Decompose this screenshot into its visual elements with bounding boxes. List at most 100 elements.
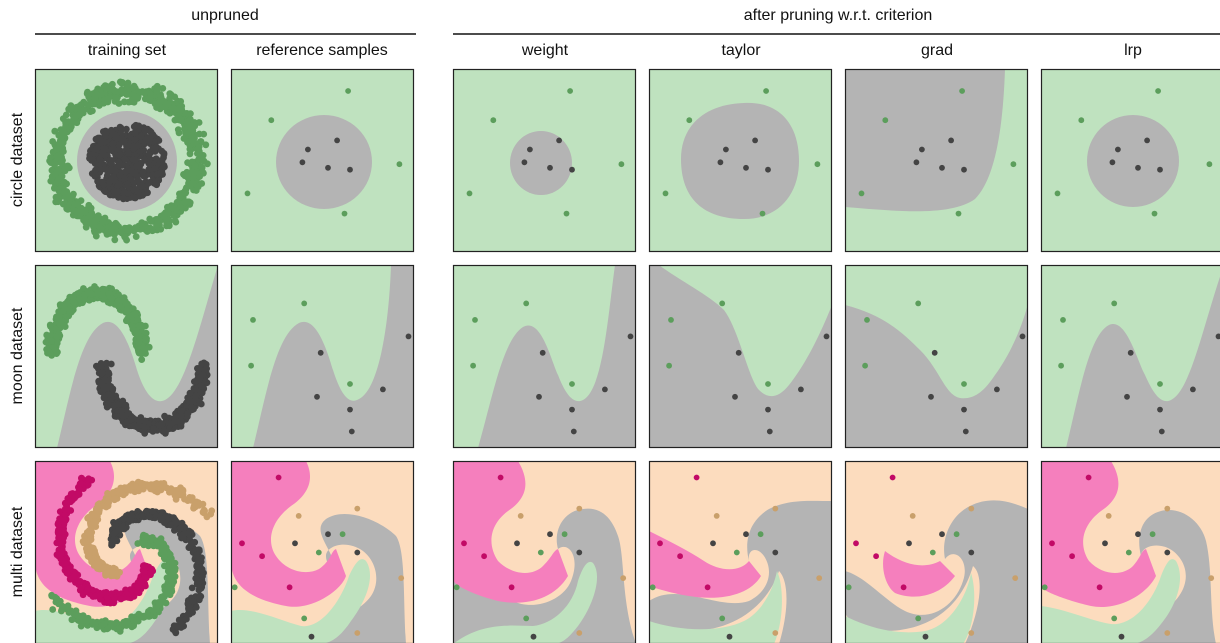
training-point — [134, 315, 141, 323]
reference-point — [1102, 540, 1108, 547]
reference-point — [858, 190, 865, 197]
training-point — [46, 321, 54, 329]
training-point — [162, 599, 170, 607]
panel-content — [649, 461, 832, 643]
reference-point — [1151, 210, 1158, 217]
panel-frame — [230, 460, 415, 643]
training-point — [98, 361, 105, 369]
training-point — [135, 610, 143, 618]
reference-points — [662, 88, 821, 217]
training-point — [86, 219, 94, 227]
reference-point — [939, 531, 945, 538]
reference-point — [239, 540, 245, 547]
panel-moon-grad — [844, 264, 1029, 449]
training-point — [62, 111, 70, 119]
training-point — [127, 175, 135, 183]
reference-point — [275, 474, 282, 481]
panel-content — [231, 461, 414, 643]
panel-moon-taylor — [648, 264, 833, 449]
training-point — [143, 228, 151, 235]
reference-point — [766, 428, 773, 435]
training-point — [147, 133, 154, 140]
panel-circle-taylor — [648, 68, 833, 253]
reference-point — [864, 317, 870, 323]
training-point — [108, 160, 115, 168]
training-point — [136, 322, 143, 330]
training-point — [145, 542, 152, 550]
reference-point — [752, 137, 758, 144]
region-magenta — [883, 551, 955, 597]
training-point — [171, 527, 178, 534]
training-point — [131, 129, 139, 137]
column-title-weight: weight — [521, 42, 569, 59]
reference-point — [765, 381, 771, 387]
training-point — [79, 538, 87, 545]
column-title-taylor: taylor — [721, 42, 761, 59]
reference-point — [341, 210, 348, 217]
reference-point — [723, 146, 729, 153]
reference-point — [666, 362, 672, 369]
reference-point — [315, 549, 322, 556]
panel-multi-lrp — [1040, 460, 1220, 643]
training-point — [139, 168, 147, 176]
training-point — [125, 410, 133, 417]
training-point — [170, 211, 177, 219]
region-inner — [510, 131, 572, 195]
reference-point — [719, 615, 726, 622]
reference-point — [250, 317, 256, 323]
training-point — [166, 109, 174, 117]
training-point — [85, 201, 93, 209]
training-point — [109, 489, 117, 496]
reference-point — [915, 615, 922, 622]
training-point — [124, 226, 131, 234]
panel-frame — [648, 264, 833, 449]
reference-point — [915, 300, 922, 307]
training-point — [111, 496, 118, 504]
training-point — [195, 563, 203, 570]
training-point — [195, 143, 203, 151]
reference-point — [772, 630, 779, 636]
training-point — [77, 612, 85, 620]
reference-points — [649, 474, 823, 640]
training-point — [124, 79, 132, 87]
reference-point — [618, 161, 625, 168]
training-point — [67, 507, 75, 514]
reference-point — [953, 531, 960, 538]
training-point — [114, 182, 121, 190]
reference-point — [470, 362, 476, 369]
training-point — [192, 500, 200, 508]
reference-point — [719, 300, 726, 307]
reference-point — [527, 146, 533, 153]
training-point — [121, 155, 129, 163]
training-point — [144, 189, 151, 197]
panel-frame — [230, 68, 415, 253]
reference-point — [735, 349, 742, 356]
panel-frame — [452, 264, 637, 449]
training-point — [98, 290, 106, 298]
reference-point — [396, 161, 403, 168]
reference-point — [299, 159, 306, 166]
training-point — [124, 181, 132, 188]
reference-point — [1118, 633, 1125, 640]
reference-point — [530, 633, 537, 640]
training-point — [81, 215, 89, 223]
reference-point — [765, 406, 771, 413]
panel-content — [35, 69, 218, 252]
reference-point — [704, 584, 711, 591]
training-point — [89, 618, 96, 626]
training-point — [111, 236, 119, 244]
reference-point — [919, 146, 925, 153]
training-point — [113, 413, 120, 420]
training-point — [97, 591, 104, 599]
panel-frame — [844, 460, 1029, 643]
training-point — [131, 136, 139, 143]
training-point — [181, 198, 189, 206]
reference-point — [301, 300, 308, 307]
panel-content — [453, 69, 636, 252]
training-point — [61, 560, 68, 567]
panel-moon-training-set — [34, 264, 219, 449]
training-point — [197, 382, 205, 389]
reference-point — [862, 362, 868, 369]
reference-point — [909, 513, 916, 519]
region-lower — [231, 265, 414, 448]
